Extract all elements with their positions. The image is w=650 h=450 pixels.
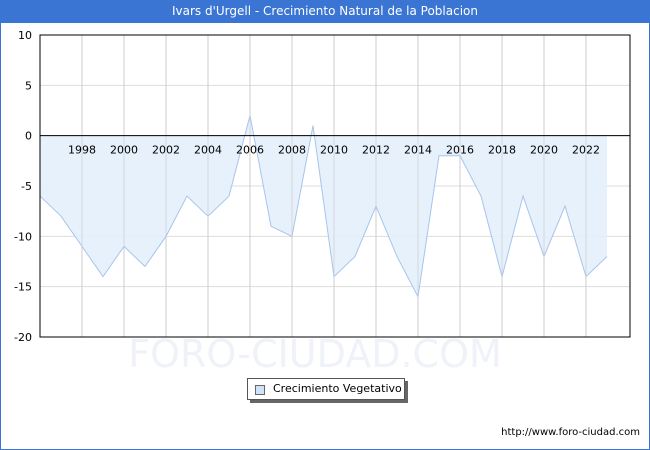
x-tick-label: 2002 (152, 144, 180, 157)
legend: Crecimiento Vegetativo (247, 378, 405, 400)
series-line (39, 115, 608, 299)
x-tick-label: 2000 (110, 144, 138, 157)
x-tick-label: 2006 (236, 144, 264, 157)
y-tick-label: -5 (21, 180, 32, 193)
x-tick-label: 2012 (362, 144, 390, 157)
x-tick-label: 2004 (194, 144, 222, 157)
source-url: http://www.foro-ciudad.com (501, 427, 640, 438)
x-tick-label: 2014 (404, 144, 432, 157)
chart-title: Ivars d'Urgell - Crecimiento Natural de … (0, 0, 650, 23)
y-tick-label: 5 (25, 79, 32, 92)
x-tick-label: 1998 (68, 144, 96, 157)
legend-swatch (255, 385, 265, 395)
x-tick-label: 2016 (446, 144, 474, 157)
x-tick-label: 2008 (278, 144, 306, 157)
x-tick-label: 2020 (530, 144, 558, 157)
y-tick-label: 0 (25, 130, 32, 143)
y-tick-label: -15 (14, 281, 32, 294)
x-tick-label: 2018 (488, 144, 516, 157)
y-tick-label: 10 (18, 29, 32, 42)
y-tick-label: -10 (14, 230, 32, 243)
area-fill (40, 115, 607, 297)
legend-label: Crecimiento Vegetativo (273, 382, 402, 395)
x-tick-label: 2022 (572, 144, 600, 157)
x-tick-label: 2010 (320, 144, 348, 157)
y-tick-label: -20 (14, 331, 32, 344)
plot-border (39, 34, 631, 338)
watermark: FORO-CIUDAD.COM (128, 332, 502, 376)
